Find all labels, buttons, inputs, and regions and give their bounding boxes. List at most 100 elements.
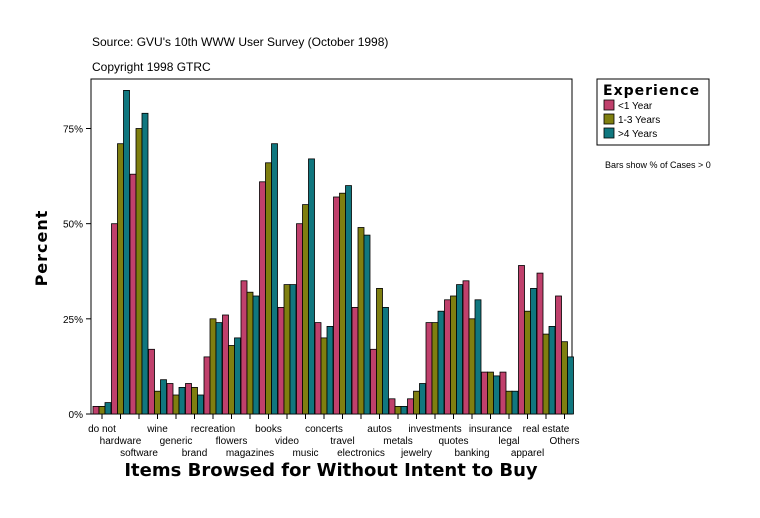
bar-recreation-s2 (209, 318, 217, 415)
x-tick-label: generic (160, 436, 193, 447)
x-tick-label: hardware (100, 436, 142, 447)
legend-swatch (603, 127, 615, 139)
bar-real-estate-s1 (536, 272, 544, 415)
bar-flowers-s3 (234, 337, 241, 415)
legend-label: >4 Years (618, 129, 657, 140)
y-tick-label: 0% (69, 410, 84, 421)
bar-apparel-s3 (530, 287, 537, 415)
bar-hardware-s3 (123, 90, 130, 415)
bar-video-s3 (289, 284, 297, 415)
bar-books-s1 (259, 181, 266, 415)
bar-legal-s3 (511, 390, 519, 415)
bar-wine-s3 (160, 379, 167, 415)
bar-books-s3 (271, 143, 278, 415)
x-tick-label: quotes (438, 436, 468, 447)
bar-flowers-s2 (228, 345, 235, 415)
bar-electronics-s1 (351, 306, 359, 415)
bar-generic-s3 (178, 386, 186, 415)
bar-recreation-s1 (203, 356, 211, 415)
bar-metals-s2 (394, 405, 402, 415)
bar-electronics-s2 (357, 227, 365, 415)
legend: Experience <1 Year 1-3 Years >4 Years (596, 78, 710, 146)
x-tick-label: magazines (226, 448, 274, 459)
bar-quotes-s2 (450, 295, 457, 415)
bar-do-not-s2 (98, 405, 106, 415)
bar-jewelry-s3 (419, 383, 426, 415)
bar-autos-s1 (370, 348, 377, 415)
bar-magazines-s1 (240, 280, 248, 415)
x-tick-label: flowers (216, 436, 248, 447)
x-tick-label: brand (182, 448, 208, 459)
legend-title: Experience (603, 83, 700, 99)
x-tick-label: Others (549, 436, 579, 447)
bar-travel-s1 (333, 196, 340, 415)
y-axis-title: Percent (32, 210, 51, 287)
bar-do-not-s3 (104, 402, 112, 415)
x-tick-label: recreation (191, 424, 235, 435)
bar-quotes-s3 (456, 284, 463, 415)
x-tick-label: travel (330, 436, 354, 447)
bar-jewelry-s1 (407, 398, 414, 415)
bar-flowers-s1 (222, 314, 229, 415)
x-tick-label: real estate (523, 424, 570, 435)
x-tick-label: jewelry (400, 448, 432, 459)
bar-banking-s2 (468, 318, 476, 415)
bar-insurance-s1 (481, 371, 488, 415)
bar-brand-s2 (191, 386, 198, 415)
bar-software-s1 (129, 173, 137, 415)
x-tick-label: apparel (511, 448, 544, 459)
bar-do-not-s1 (92, 405, 100, 415)
bar-brand-s1 (185, 383, 192, 415)
bar-music-s2 (302, 204, 309, 415)
bar-software-s2 (135, 128, 143, 415)
y-axis: 0% 25% 50% 75% (63, 124, 91, 421)
bar-books-s2 (265, 162, 272, 415)
x-tick-label: autos (367, 424, 391, 435)
legend-items: <1 Year 1-3 Years >4 Years (603, 99, 660, 140)
bar-legal-s2 (505, 390, 513, 415)
x-tick-label: banking (454, 448, 489, 459)
x-tick-label: insurance (469, 424, 513, 435)
bar-apparel-s2 (524, 310, 531, 415)
bar-insurance-s2 (487, 371, 494, 415)
bar-others-s2 (561, 341, 568, 415)
source-text: Source: GVU's 10th WWW User Survey (Octo… (92, 35, 388, 49)
x-tick-label: electronics (337, 448, 385, 459)
x-tick-label: investments (408, 424, 461, 435)
bar-banking-s1 (462, 280, 470, 415)
legend-box (596, 78, 710, 146)
bar-quotes-s1 (444, 299, 451, 415)
bar-insurance-s3 (493, 375, 500, 415)
bar-legal-s1 (499, 371, 507, 415)
bar-video-s1 (277, 306, 285, 415)
bar-others-s1 (555, 295, 562, 415)
x-tick-label: wine (146, 424, 168, 435)
y-tick-label: 75% (63, 124, 83, 135)
legend-label: <1 Year (618, 101, 653, 112)
bar-software-s3 (141, 112, 149, 415)
bar-real-estate-s2 (542, 333, 550, 415)
bar-music-s3 (308, 158, 315, 415)
bar-investments-s2 (431, 322, 439, 415)
bar-wine-s1 (148, 348, 155, 415)
bar-magazines-s3 (252, 295, 260, 415)
x-tick-label: legal (498, 436, 519, 447)
x-tick-label: music (292, 448, 318, 459)
bar-apparel-s1 (518, 265, 525, 415)
y-tick-label: 50% (63, 220, 83, 231)
y-tick-label: 25% (63, 315, 83, 326)
x-tick-label: software (120, 448, 158, 459)
bar-music-s1 (296, 223, 303, 415)
bar-travel-s2 (339, 192, 346, 415)
x-tick-label: concerts (305, 424, 343, 435)
bar-hardware-s1 (111, 223, 118, 415)
bar-recreation-s3 (215, 322, 223, 415)
bar-electronics-s3 (363, 234, 371, 415)
bar-hardware-s2 (117, 143, 124, 415)
legend-swatch (603, 99, 615, 111)
bar-magazines-s2 (246, 291, 254, 415)
bar-concerts-s2 (320, 337, 328, 415)
bar-concerts-s1 (314, 322, 322, 415)
x-tick-label: do not (88, 424, 116, 435)
